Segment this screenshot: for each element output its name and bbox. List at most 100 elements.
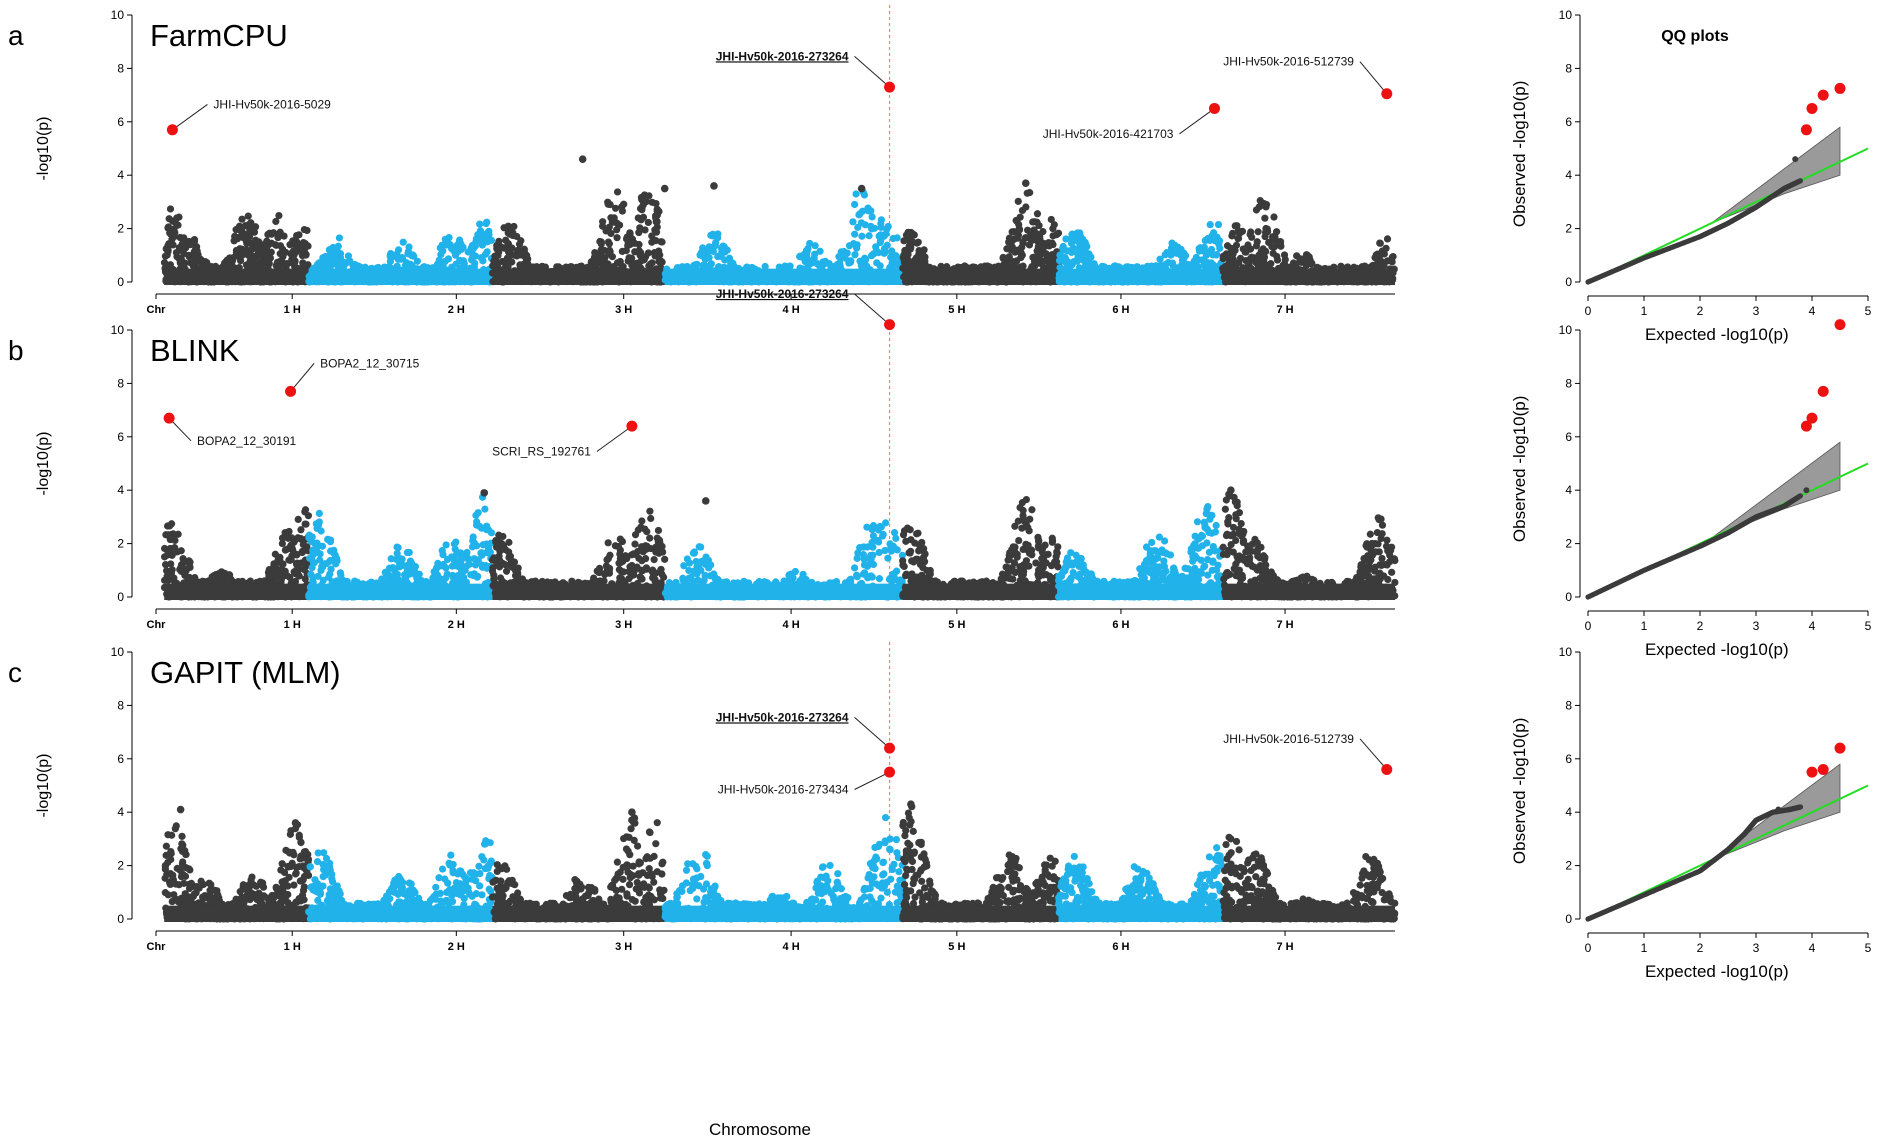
snp-dot (900, 237, 908, 245)
snp-dot (845, 242, 854, 250)
x-tick-label: 2 H (448, 304, 465, 316)
snp-dot (164, 551, 172, 559)
snp-dot (302, 520, 310, 528)
chromosome-7H (1219, 197, 1398, 286)
snp-dot (613, 188, 622, 196)
significant-snp-label: JHI-Hv50k-2016-5029 (213, 97, 331, 111)
snp-dot (214, 570, 223, 578)
snp-dot (717, 252, 725, 260)
snp-dot (439, 261, 447, 269)
snp-dot (710, 182, 718, 190)
snp-dot (245, 233, 254, 241)
chromosome-4H (661, 188, 906, 286)
snp-dot (656, 258, 664, 267)
snp-dot (1036, 233, 1044, 241)
chromosome-5H (899, 189, 1063, 286)
snp-dot (1234, 235, 1242, 243)
snp-dot (171, 548, 179, 556)
snp-dot (299, 540, 307, 549)
snp-dot (1252, 206, 1261, 214)
snp-dot (607, 214, 615, 222)
y-tick-label: 6 (117, 430, 124, 444)
snp-dot (489, 262, 497, 270)
snp-dot (1019, 239, 1027, 247)
snp-dot (276, 558, 284, 566)
snp-dot (1172, 249, 1181, 257)
snp-dot (293, 559, 301, 567)
snp-dot (171, 218, 179, 226)
snp-dot (292, 241, 300, 249)
snp-dot (318, 542, 327, 550)
snp-dot (865, 232, 873, 240)
snp-dot (1198, 256, 1206, 264)
snp-dot (236, 225, 244, 233)
x-tick-label: 6 H (1112, 619, 1129, 631)
snp-dot (387, 555, 395, 563)
snp-dot (909, 230, 917, 238)
snp-dot (1152, 262, 1160, 270)
snp-dot (644, 218, 652, 227)
qq-y-tick-label: 4 (1565, 168, 1572, 182)
qq-significant-point (1834, 82, 1846, 94)
snp-dot (578, 155, 587, 163)
snp-dot (276, 228, 284, 236)
snp-dot (917, 249, 926, 257)
snp-dot (1033, 210, 1042, 218)
snp-dot (652, 214, 660, 222)
y-tick-label: 10 (111, 323, 125, 337)
snp-dot (1022, 203, 1030, 211)
snp-dot (644, 249, 653, 257)
snp-dot (335, 234, 344, 242)
snp-dot (1056, 251, 1064, 259)
snp-dot (1026, 228, 1035, 236)
snp-dot (605, 246, 614, 254)
snp-dot (479, 541, 487, 549)
snp-dot (888, 259, 896, 267)
snp-dot (880, 244, 889, 253)
snp-dot (479, 257, 487, 265)
snp-dot (252, 239, 260, 247)
snp-dot (660, 184, 669, 193)
snp-dot (1015, 226, 1024, 234)
x-tick-label: 6 H (1112, 304, 1129, 316)
snp-dot (179, 555, 187, 563)
snp-dot (1219, 252, 1228, 260)
snp-dot (1067, 248, 1076, 257)
snp-dot (602, 227, 610, 235)
snp-dot (851, 200, 859, 209)
snp-dot (591, 248, 599, 257)
snp-dot (270, 563, 278, 571)
qq-y-tick-label: 2 (1565, 222, 1572, 236)
snp-dot (468, 254, 476, 263)
y-axis-label: -log10(p) (35, 116, 52, 180)
snp-dot (1013, 217, 1021, 225)
snp-dot (1008, 257, 1016, 265)
snp-leader-line (1359, 61, 1388, 95)
snp-dot (707, 260, 715, 268)
snp-dot (265, 252, 273, 260)
snp-dot (309, 551, 317, 559)
snp-dot (483, 248, 491, 256)
x-tick-label: 4 H (783, 304, 800, 316)
qq-x-axis-label: Expected -log10(p) (1645, 325, 1789, 344)
snp-dot (1181, 252, 1190, 260)
snp-dot (856, 210, 864, 218)
qq-y-axis-label: Observed -log10(p) (1510, 81, 1529, 227)
snp-dot (1084, 250, 1092, 258)
snp-dot (1280, 260, 1289, 268)
qq-point (1797, 178, 1803, 184)
snp-dot (301, 575, 309, 583)
snp-dot (1204, 249, 1212, 257)
snp-dot (876, 262, 884, 270)
snp-dot (628, 237, 637, 245)
snp-dot (325, 257, 333, 265)
snp-dot (599, 218, 607, 226)
snp-dot (297, 526, 305, 534)
snp-dot (811, 242, 819, 250)
snp-dot (165, 573, 173, 581)
snp-dot (1227, 244, 1235, 252)
snp-dot (476, 220, 484, 228)
snp-dot (474, 509, 482, 517)
snp-dot (653, 207, 661, 215)
